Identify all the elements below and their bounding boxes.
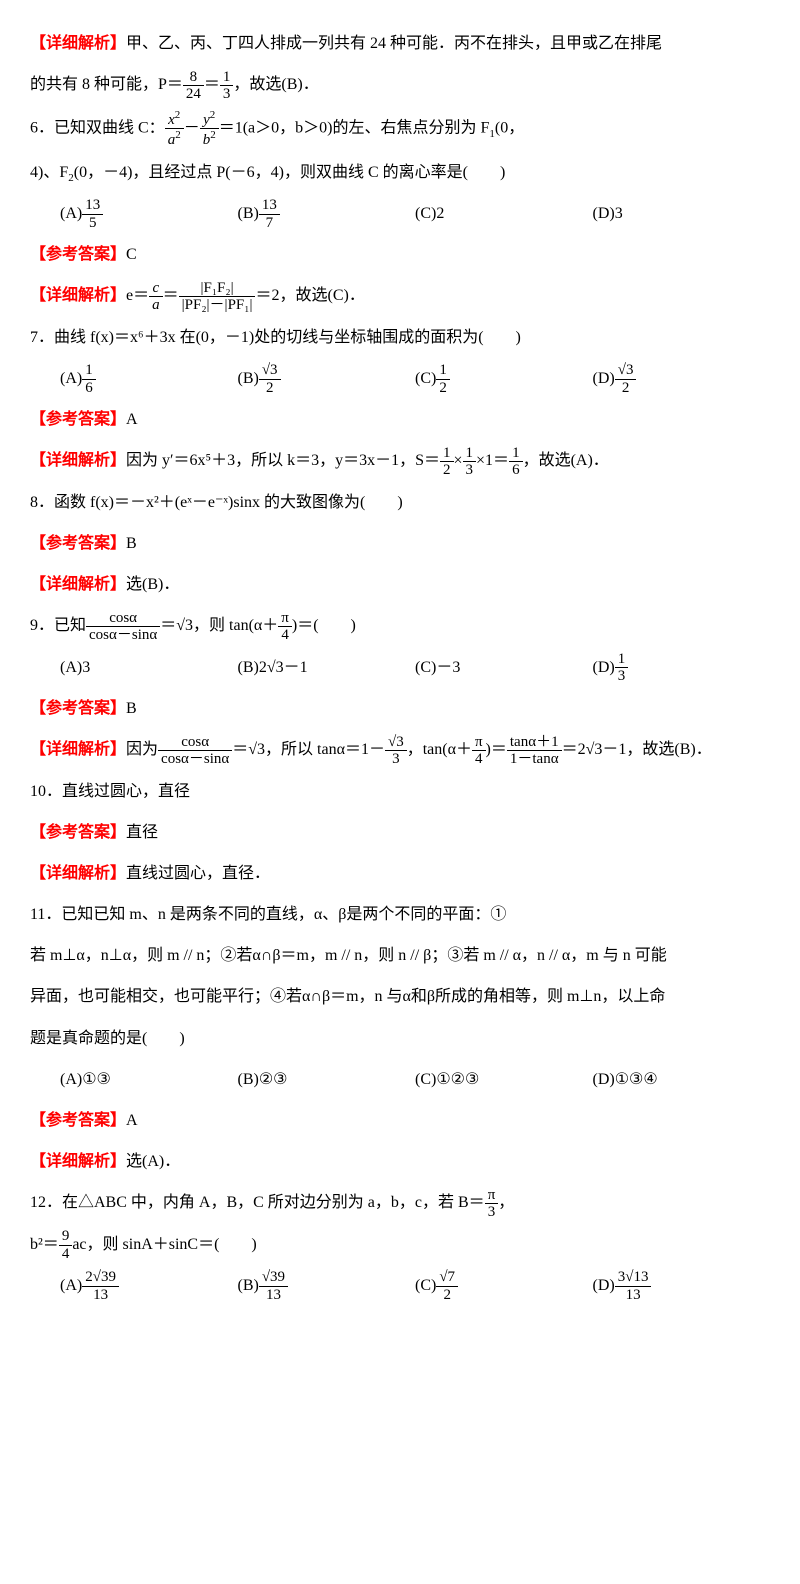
q9-options: (A)3 (B)2√3－1 (C)－3 (D)13	[60, 650, 770, 685]
q9-stem: 9．已知cosαcosα－sinα＝√3，则 tan(α＋π4)＝( )	[30, 608, 770, 643]
option-b: (B)137	[238, 196, 416, 231]
option-b: (B)√3913	[238, 1268, 416, 1303]
option-c: (C)12	[415, 361, 593, 396]
fraction: 824	[183, 69, 204, 103]
q11-analysis: 【详细解析】选(A)．	[30, 1144, 770, 1179]
option-a: (A)2√3913	[60, 1268, 238, 1303]
q10-analysis: 【详细解析】直线过圆心，直径．	[30, 856, 770, 891]
q11-answer: 【参考答案】A	[30, 1103, 770, 1138]
fraction: 13	[220, 69, 234, 103]
option-d: (D)3	[593, 196, 771, 231]
q7-stem: 7．曲线 f(x)＝x⁶＋3x 在(0，－1)处的切线与坐标轴围成的面积为( )	[30, 320, 770, 355]
text: 甲、乙、丙、丁四人排成一列共有 24 种可能．丙不在排头，且甲或乙在排尾	[126, 35, 662, 52]
q11-stem-2: 若 m⊥α，n⊥α，则 m // n；②若α∩β＝m，m // n，则 n //…	[30, 938, 770, 973]
option-c: (C)√72	[415, 1268, 593, 1303]
option-d: (D)3√1313	[593, 1268, 771, 1303]
q5-analysis: 【详细解析】甲、乙、丙、丁四人排成一列共有 24 种可能．丙不在排头，且甲或乙在…	[30, 26, 770, 61]
option-a: (A)16	[60, 361, 238, 396]
q6-analysis: 【详细解析】e＝ca＝|F₁F₂||PF₂|－|PF₁|＝2，故选(C)．	[30, 278, 770, 313]
q12-options: (A)2√3913 (B)√3913 (C)√72 (D)3√1313	[60, 1268, 770, 1303]
option-b: (B)2√3－1	[238, 650, 416, 685]
q9-analysis: 【详细解析】因为cosαcosα－sinα＝√3，所以 tanα＝1－√33，t…	[30, 732, 770, 767]
q12-stem-1: 12．在△ABC 中，内角 A，B，C 所对边分别为 a，b，c，若 B＝π3，	[30, 1185, 770, 1220]
option-b: (B)√32	[238, 361, 416, 396]
q10-stem: 10．直线过圆心，直径	[30, 774, 770, 809]
q11-stem-3: 异面，也可能相交，也可能平行；④若α∩β＝m，n 与α和β所成的角相等，则 m⊥…	[30, 979, 770, 1014]
q12-stem-2: b²＝94ac，则 sinA＋sinC＝( )	[30, 1227, 770, 1262]
option-d: (D)√32	[593, 361, 771, 396]
text: 的共有 8 种可能，P＝	[30, 76, 183, 93]
q11-stem-4: 题是真命题的是( )	[30, 1021, 770, 1056]
q8-analysis: 【详细解析】选(B)．	[30, 567, 770, 602]
q10-answer: 【参考答案】直径	[30, 815, 770, 850]
fraction: y2b2	[200, 109, 219, 149]
q7-answer: 【参考答案】A	[30, 402, 770, 437]
q7-options: (A)16 (B)√32 (C)12 (D)√32	[60, 361, 770, 396]
option-d: (D)13	[593, 650, 771, 685]
option-a: (A)3	[60, 650, 238, 685]
q7-analysis: 【详细解析】因为 y′＝6x⁵＋3，所以 k＝3，y＝3x－1，S＝12×13×…	[30, 443, 770, 478]
option-a: (A)①③	[60, 1062, 238, 1097]
option-a: (A)135	[60, 196, 238, 231]
option-c: (C)－3	[415, 650, 593, 685]
option-c: (C)①②③	[415, 1062, 593, 1097]
q6-stem: 6．已知双曲线 C：x2a2－y2b2＝1(a＞0，b＞0)的左、右焦点分别为 …	[30, 109, 770, 149]
q5-analysis-2: 的共有 8 种可能，P＝824＝13，故选(B)．	[30, 67, 770, 102]
fraction: x2a2	[165, 109, 184, 149]
q8-stem: 8．函数 f(x)＝－x²＋(eˣ－e⁻ˣ)sinx 的大致图像为( )	[30, 485, 770, 520]
q6-stem-2: 4)、F2(0，－4)，且经过点 P(－6，4)，则双曲线 C 的离心率是( )	[30, 155, 770, 190]
option-c: (C)2	[415, 196, 593, 231]
q6-answer: 【参考答案】C	[30, 237, 770, 272]
analysis-label: 【详细解析】	[30, 35, 126, 52]
q11-options: (A)①③ (B)②③ (C)①②③ (D)①③④	[60, 1062, 770, 1097]
option-b: (B)②③	[238, 1062, 416, 1097]
option-d: (D)①③④	[593, 1062, 771, 1097]
q6-options: (A)135 (B)137 (C)2 (D)3	[60, 196, 770, 231]
q9-answer: 【参考答案】B	[30, 691, 770, 726]
q8-answer: 【参考答案】B	[30, 526, 770, 561]
q11-stem-1: 11．已知已知 m、n 是两条不同的直线，α、β是两个不同的平面：①	[30, 897, 770, 932]
